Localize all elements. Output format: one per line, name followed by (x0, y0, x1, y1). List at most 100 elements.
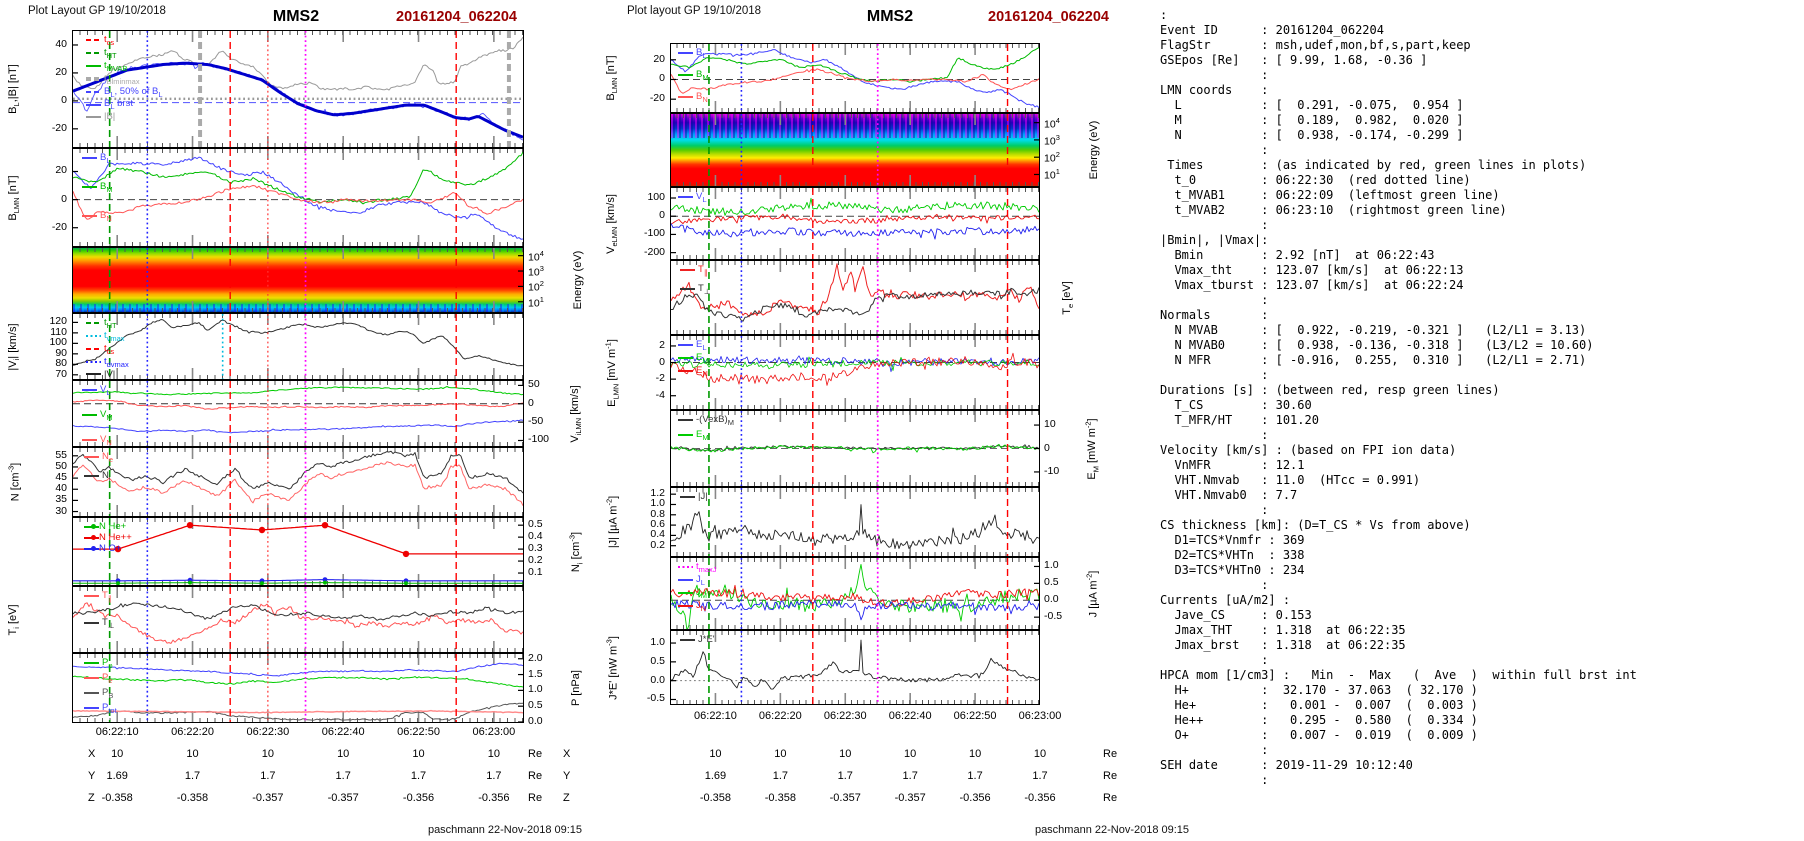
panel-legend: J*E' (680, 634, 715, 645)
time-axis-label: 06:22:40 (321, 726, 365, 738)
legend-line-sample (84, 707, 99, 710)
legend-item: |B| (86, 111, 163, 122)
legend-item: N He+ (84, 521, 132, 532)
info-line: Times : (as indicated by red, green line… (1160, 158, 1587, 172)
panel-legend: VL VM VN (82, 384, 113, 459)
legend-line-sample (82, 389, 97, 392)
legend-item: Ptot (84, 702, 117, 715)
axis-title-right: Energy (eV) (1088, 120, 1100, 180)
info-line: Vmax_tht : 123.07 [km/s] at 06:22:13 (1160, 263, 1464, 277)
ytick-label: 1.0 (650, 636, 665, 649)
axis-title-left: VeLMN [km/s] (604, 193, 620, 254)
legend-line-sample (680, 269, 695, 272)
ytick-label: 0.0 (650, 673, 665, 686)
pos-row-value: 1.7 (486, 770, 502, 782)
legend-item: T⊥ (84, 617, 114, 630)
legend-label: EM (696, 428, 709, 442)
figure-left-header: Plot Layout GP 19/10/2018 (28, 5, 166, 17)
info-line: N MVAB0 : [ 0.938, -0.136, -0.318 ] (L3/… (1160, 338, 1594, 352)
legend-item: EN (678, 365, 709, 378)
info-line: : (1160, 503, 1269, 517)
axis-title-left: BLMN [nT] (6, 174, 22, 221)
pos-row-value: 1.7 (772, 770, 788, 782)
series-Ve_N (671, 213, 1039, 225)
panel-canvas (73, 381, 523, 446)
series-Pp (73, 675, 523, 688)
legend-item: BL (678, 47, 709, 60)
legend-line-sample (678, 96, 693, 99)
info-line: Vmax_tburst : 123.07 [km/s] at 06:22:24 (1160, 278, 1464, 292)
legend-label: tBlminmax (104, 72, 140, 86)
series-Tepar (671, 263, 1039, 318)
series-J_M (671, 563, 1039, 629)
time-axis-label: 06:23:00 (1018, 710, 1062, 722)
plot-panel (670, 260, 1040, 335)
plot-panel (72, 380, 524, 447)
series-B_N (73, 185, 523, 220)
series-B_N (671, 68, 1039, 94)
minor-ticks-bottom (73, 648, 523, 652)
ytick-label-right: 0.1 (528, 566, 543, 579)
legend-line-sample (678, 566, 693, 569)
time-axis-label: 06:22:10 (694, 710, 737, 722)
series-J_L (671, 599, 1039, 621)
figure-middle-header: Plot layout GP 19/10/2018 (627, 5, 762, 17)
legend-item: T∥ (680, 264, 710, 277)
legend-label: |V| (104, 368, 116, 380)
legend-label: EM (696, 351, 709, 365)
legend-line-sample (678, 52, 693, 55)
pos-row-label: Z (563, 792, 570, 804)
legend-line-sample (84, 662, 99, 665)
info-line: : (1160, 143, 1269, 157)
legend-label: Ni (102, 469, 111, 483)
minor-ticks-top (73, 31, 523, 35)
series-E_Mc (671, 443, 1039, 454)
axis-title-left: ELMN [mV m-1] (603, 338, 621, 407)
info-line: : (1160, 743, 1269, 757)
legend-item: Pp (84, 657, 117, 670)
ytick-label: 100 (49, 336, 67, 349)
minor-ticks-top (671, 114, 1039, 118)
legend-label: BN (100, 209, 112, 223)
panel-canvas (671, 631, 1039, 704)
legend-label: |B| (104, 111, 116, 123)
minor-ticks-top (671, 558, 1039, 562)
legend-line-sample (82, 439, 97, 442)
ytick-label-right: 102 (528, 279, 544, 294)
info-line: : (1160, 653, 1269, 667)
info-line: L : [ 0.291, -0.075, 0.954 ] (1160, 98, 1464, 112)
legend-label: VN (100, 433, 112, 447)
info-line: : (1160, 578, 1269, 592)
legend-line-sample (86, 335, 101, 338)
ytick-label: 40 (55, 482, 67, 495)
ytick-label: -200 (643, 245, 665, 258)
ytick-label: 80 (55, 357, 67, 370)
ytick-label: 0.5 (650, 654, 665, 667)
series-NO+ (73, 579, 523, 582)
pos-row-unit: Re (528, 770, 543, 782)
ytick-label-right: 1.0 (1044, 559, 1059, 572)
ytick-label: -4 (655, 388, 665, 401)
legend-dot (91, 524, 96, 529)
panel-legend: BL BM BN (82, 152, 113, 239)
legend-line-sample (86, 65, 101, 68)
pos-row-value: -0.356 (402, 792, 435, 804)
legend-label: BL (696, 47, 707, 60)
ytick-label: 0.6 (650, 518, 665, 531)
legend-label: Ptot (102, 701, 117, 715)
info-line: N : [ 0.938, -0.174, -0.299 ] (1160, 128, 1464, 142)
panel-canvas (671, 411, 1039, 486)
legend-dot (91, 546, 96, 551)
series-Ve_M (671, 197, 1039, 216)
legend-line-sample (82, 215, 97, 218)
ytick-label-right: 1.5 (528, 667, 543, 680)
legend-item: T⊥ (680, 283, 710, 296)
legend-item: tBlminmax (86, 73, 163, 86)
legend-label: tHT (104, 317, 117, 330)
info-line: GSEpos [Re] : [ 9.99, 1.68, -0.36 ] (1160, 53, 1428, 67)
legend-item: BN (82, 210, 113, 223)
pos-row-value: -0.357 (829, 792, 861, 804)
pos-row-value: 1.7 (902, 770, 918, 782)
series-B_M (671, 47, 1039, 83)
legend-item: VL (82, 384, 113, 397)
